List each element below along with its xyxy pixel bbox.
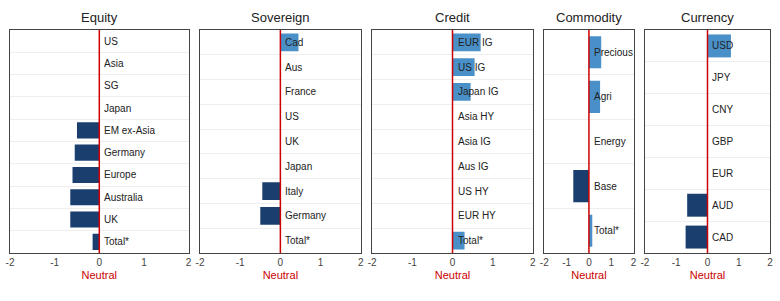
svg-text:-2: -2 (196, 257, 205, 268)
svg-text:AUD: AUD (712, 200, 733, 211)
svg-text:Agri: Agri (594, 91, 612, 102)
svg-text:-1: -1 (236, 257, 245, 268)
svg-text:-2: -2 (540, 257, 549, 268)
svg-text:Europe: Europe (104, 169, 137, 180)
svg-text:Neutral: Neutral (82, 269, 117, 281)
svg-text:1: 1 (490, 257, 496, 268)
svg-text:Aus IG: Aus IG (458, 161, 489, 172)
svg-text:Neutral: Neutral (571, 269, 606, 281)
svg-text:Neutral: Neutral (690, 269, 725, 281)
svg-text:Commodity: Commodity (556, 10, 622, 25)
svg-text:JPY: JPY (712, 72, 731, 83)
svg-text:2: 2 (767, 257, 773, 268)
svg-text:USD: USD (712, 40, 733, 51)
svg-text:0: 0 (97, 257, 103, 268)
svg-text:Base: Base (594, 181, 617, 192)
svg-text:US: US (104, 36, 118, 47)
svg-text:Total*: Total* (285, 235, 310, 246)
svg-text:1: 1 (608, 257, 614, 268)
svg-text:UK: UK (104, 214, 118, 225)
svg-text:Credit: Credit (435, 10, 470, 25)
svg-text:2: 2 (530, 257, 536, 268)
svg-text:Neutral: Neutral (435, 269, 470, 281)
svg-text:Cad: Cad (285, 37, 303, 48)
svg-text:Italy: Italy (285, 186, 303, 197)
svg-text:US IG: US IG (458, 62, 485, 73)
svg-text:Aus: Aus (285, 62, 302, 73)
svg-text:Precious: Precious (594, 47, 633, 58)
svg-text:Germany: Germany (104, 147, 145, 158)
svg-text:Germany: Germany (285, 210, 326, 221)
svg-text:1: 1 (141, 257, 147, 268)
svg-text:EM ex-Asia: EM ex-Asia (104, 125, 156, 136)
svg-text:Total*: Total* (458, 235, 483, 246)
svg-text:Australia: Australia (104, 192, 143, 203)
svg-text:1: 1 (318, 257, 324, 268)
svg-text:2: 2 (358, 257, 364, 268)
svg-text:Equity: Equity (81, 10, 118, 25)
svg-text:Japan: Japan (104, 103, 131, 114)
svg-text:2: 2 (631, 257, 637, 268)
svg-text:2: 2 (186, 257, 192, 268)
svg-text:Total*: Total* (594, 225, 619, 236)
svg-text:-2: -2 (641, 257, 650, 268)
svg-text:1: 1 (736, 257, 742, 268)
svg-text:GBP: GBP (712, 136, 733, 147)
svg-text:-1: -1 (408, 257, 417, 268)
svg-text:SG: SG (104, 80, 119, 91)
svg-text:UK: UK (285, 136, 299, 147)
svg-text:0: 0 (705, 257, 711, 268)
svg-text:Total*: Total* (104, 236, 129, 247)
svg-text:-2: -2 (6, 257, 15, 268)
svg-text:EUR: EUR (712, 168, 733, 179)
svg-text:Neutral: Neutral (263, 269, 298, 281)
svg-text:0: 0 (586, 257, 592, 268)
svg-text:US: US (285, 111, 299, 122)
svg-text:France: France (285, 86, 317, 97)
svg-text:0: 0 (450, 257, 456, 268)
svg-text:CAD: CAD (712, 232, 733, 243)
svg-text:-1: -1 (562, 257, 571, 268)
svg-text:CNY: CNY (712, 104, 733, 115)
svg-text:Sovereign: Sovereign (251, 10, 310, 25)
svg-text:-1: -1 (50, 257, 59, 268)
svg-text:US HY: US HY (458, 186, 489, 197)
svg-text:Energy: Energy (594, 136, 626, 147)
svg-text:0: 0 (278, 257, 284, 268)
svg-text:Japan: Japan (285, 161, 312, 172)
svg-text:-2: -2 (368, 257, 377, 268)
svg-text:Asia: Asia (104, 58, 124, 69)
svg-text:EUR IG: EUR IG (458, 37, 493, 48)
svg-text:Japan IG: Japan IG (458, 86, 499, 97)
svg-text:-1: -1 (672, 257, 681, 268)
svg-text:Asia IG: Asia IG (458, 136, 491, 147)
svg-text:Asia HY: Asia HY (458, 111, 494, 122)
svg-text:EUR HY: EUR HY (458, 210, 496, 221)
svg-text:Currency: Currency (681, 10, 734, 25)
